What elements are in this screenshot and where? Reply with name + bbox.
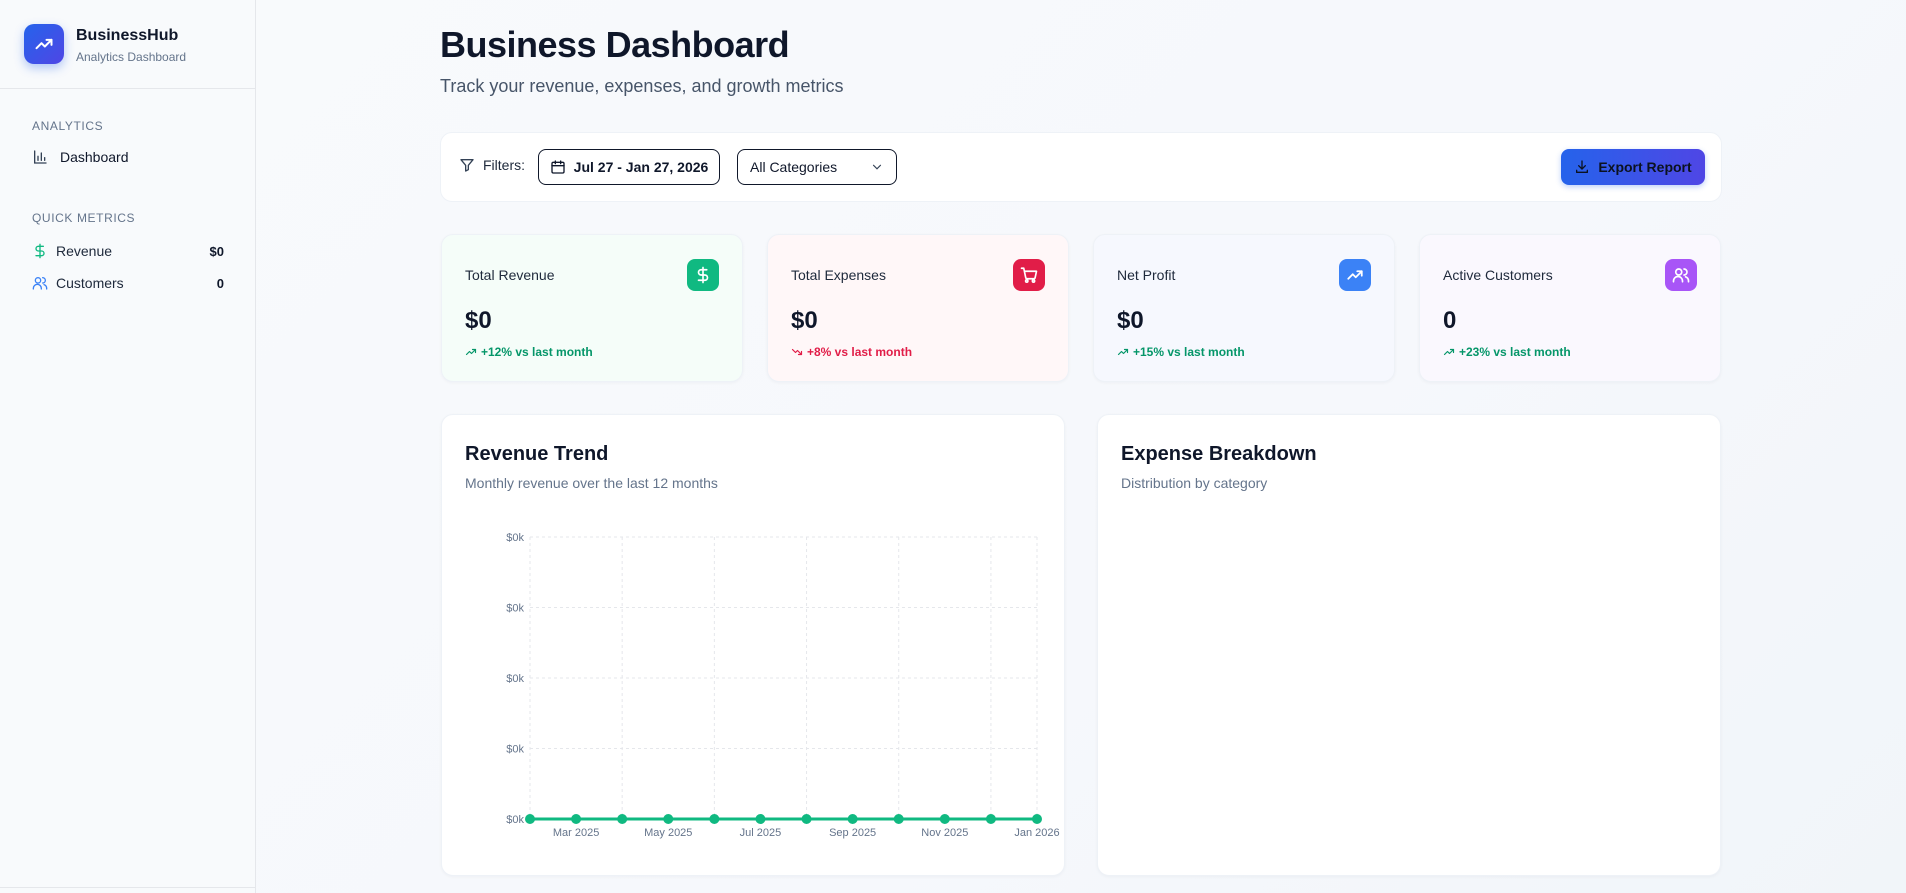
stat-value: $0 <box>1117 307 1144 334</box>
expense-breakdown-subtitle: Distribution by category <box>1121 475 1268 491</box>
users-icon <box>32 275 48 291</box>
page-title: Business Dashboard <box>440 24 790 65</box>
expense-breakdown-panel: Expense Breakdown Distribution by catego… <box>1097 414 1721 876</box>
quick-metrics-section-label: QUICK METRICS <box>32 211 136 225</box>
category-select[interactable]: All Categories <box>737 149 897 185</box>
stat-card-active-customers: Active Customers 0 +23% vs last month <box>1419 234 1721 382</box>
quick-metric-value: $0 <box>209 243 224 259</box>
stat-change: +23% vs last month <box>1443 345 1571 359</box>
stat-card-net-profit: Net Profit $0 +15% vs last month <box>1093 234 1395 382</box>
stat-value: 0 <box>1443 307 1457 334</box>
page-subtitle: Track your revenue, expenses, and growth… <box>440 76 844 96</box>
revenue-data-point <box>755 814 766 824</box>
trend-up-icon <box>1117 346 1129 358</box>
brand-subtitle: Analytics Dashboard <box>76 50 187 64</box>
stat-change-text: +15% vs last month <box>1133 345 1245 359</box>
stat-icon-badge <box>687 259 719 291</box>
dollar-icon <box>697 266 709 284</box>
stat-change-text: +8% vs last month <box>807 345 913 359</box>
brand-logo[interactable] <box>24 24 64 64</box>
filters-bar: Filters: Jul 27 - Jan 27, 2026 All Categ… <box>440 132 1722 202</box>
revenue-data-point <box>617 814 628 824</box>
stat-title: Total Expenses <box>791 267 886 283</box>
cart-icon <box>1020 267 1038 283</box>
bar-chart-icon <box>32 149 48 165</box>
export-report-label: Export Report <box>1598 159 1692 175</box>
y-tick-label: $0k <box>506 603 524 615</box>
revenue-data-point <box>709 814 720 824</box>
revenue-data-point <box>939 814 950 824</box>
stat-change: +8% vs last month <box>791 345 912 359</box>
filter-icon <box>459 157 475 173</box>
revenue-trend-panel: Revenue Trend Monthly revenue over the l… <box>441 414 1065 876</box>
filters-label: Filters: <box>459 157 525 173</box>
y-tick-label: $0k <box>506 814 524 826</box>
sidebar-item-dashboard[interactable]: Dashboard <box>32 146 223 168</box>
quick-metric-value: 0 <box>216 275 224 291</box>
stat-title: Active Customers <box>1443 267 1553 283</box>
chevron-down-icon <box>870 160 884 174</box>
stat-value: $0 <box>791 307 818 334</box>
trend-up-icon <box>465 346 477 358</box>
revenue-data-point <box>985 814 996 824</box>
stat-title: Net Profit <box>1117 267 1176 283</box>
download-icon <box>1574 159 1590 175</box>
revenue-data-point <box>893 814 904 824</box>
brand-name: BusinessHub <box>76 27 179 44</box>
quick-metric-revenue[interactable]: Revenue $0 <box>32 240 224 262</box>
revenue-trend-chart: $0k $0k $0k $0k $0k Mar 2025 May 2025 Jul 2025 S… <box>506 532 1059 839</box>
stat-change-text: +12% vs last month <box>481 345 593 359</box>
revenue-trend-title: Revenue Trend <box>465 443 609 465</box>
sidebar-item-label: Dashboard <box>60 149 129 165</box>
brand: BusinessHub Analytics Dashboard <box>0 0 255 89</box>
stat-change-text: +23% vs last month <box>1459 345 1571 359</box>
category-select-value: All Categories <box>750 159 838 175</box>
date-range-button[interactable]: Jul 27 - Jan 27, 2026 <box>538 149 720 185</box>
y-tick-label: $0k <box>506 673 524 685</box>
stat-icon-badge <box>1665 259 1697 291</box>
x-tick-label: Nov 2025 <box>921 827 968 839</box>
export-report-button[interactable]: Export Report <box>1561 149 1705 185</box>
stat-change: +12% vs last month <box>465 345 593 359</box>
expense-breakdown-chart-area <box>1121 515 1697 855</box>
trend-up-icon <box>35 38 53 50</box>
y-tick-label: $0k <box>506 744 524 756</box>
date-range-text: Jul 27 - Jan 27, 2026 <box>573 159 709 175</box>
x-tick-label: Jan 2026 <box>1014 827 1059 839</box>
stat-change: +15% vs last month <box>1117 345 1245 359</box>
expense-breakdown-title: Expense Breakdown <box>1121 443 1317 465</box>
analytics-section-label: ANALYTICS <box>32 119 104 133</box>
trend-up-icon <box>1347 270 1363 280</box>
x-tick-label: Sep 2025 <box>829 827 876 839</box>
y-tick-label: $0k <box>506 532 524 544</box>
sidebar: BusinessHub Analytics Dashboard ANALYTIC… <box>0 0 256 893</box>
quick-metric-label: Customers <box>56 275 124 291</box>
users-icon <box>1672 268 1690 283</box>
filters-label-text: Filters: <box>483 157 525 173</box>
stat-value: $0 <box>465 307 492 334</box>
quick-metric-label: Revenue <box>56 243 113 259</box>
x-tick-label: May 2025 <box>644 827 692 839</box>
x-tick-label: Jul 2025 <box>740 827 782 839</box>
stat-icon-badge <box>1339 259 1371 291</box>
revenue-data-point <box>571 814 582 824</box>
revenue-data-point <box>525 814 535 824</box>
revenue-data-point <box>847 814 858 824</box>
trend-up-icon <box>1443 346 1455 358</box>
calendar-icon <box>550 159 566 175</box>
revenue-data-point <box>1032 814 1042 824</box>
revenue-data-point <box>663 814 674 824</box>
dollar-icon <box>32 243 48 259</box>
stat-icon-badge <box>1013 259 1045 291</box>
revenue-data-point <box>801 814 812 824</box>
sidebar-footer-divider <box>0 887 256 888</box>
stat-card-total-expenses: Total Expenses $0 +8% vs last month <box>767 234 1069 382</box>
stat-card-total-revenue: Total Revenue $0 +12% vs last month <box>441 234 743 382</box>
stat-title: Total Revenue <box>465 267 555 283</box>
quick-metric-customers[interactable]: Customers 0 <box>32 272 224 294</box>
trend-down-icon <box>791 346 803 358</box>
x-tick-label: Mar 2025 <box>553 827 599 839</box>
revenue-trend-subtitle: Monthly revenue over the last 12 months <box>465 475 718 491</box>
